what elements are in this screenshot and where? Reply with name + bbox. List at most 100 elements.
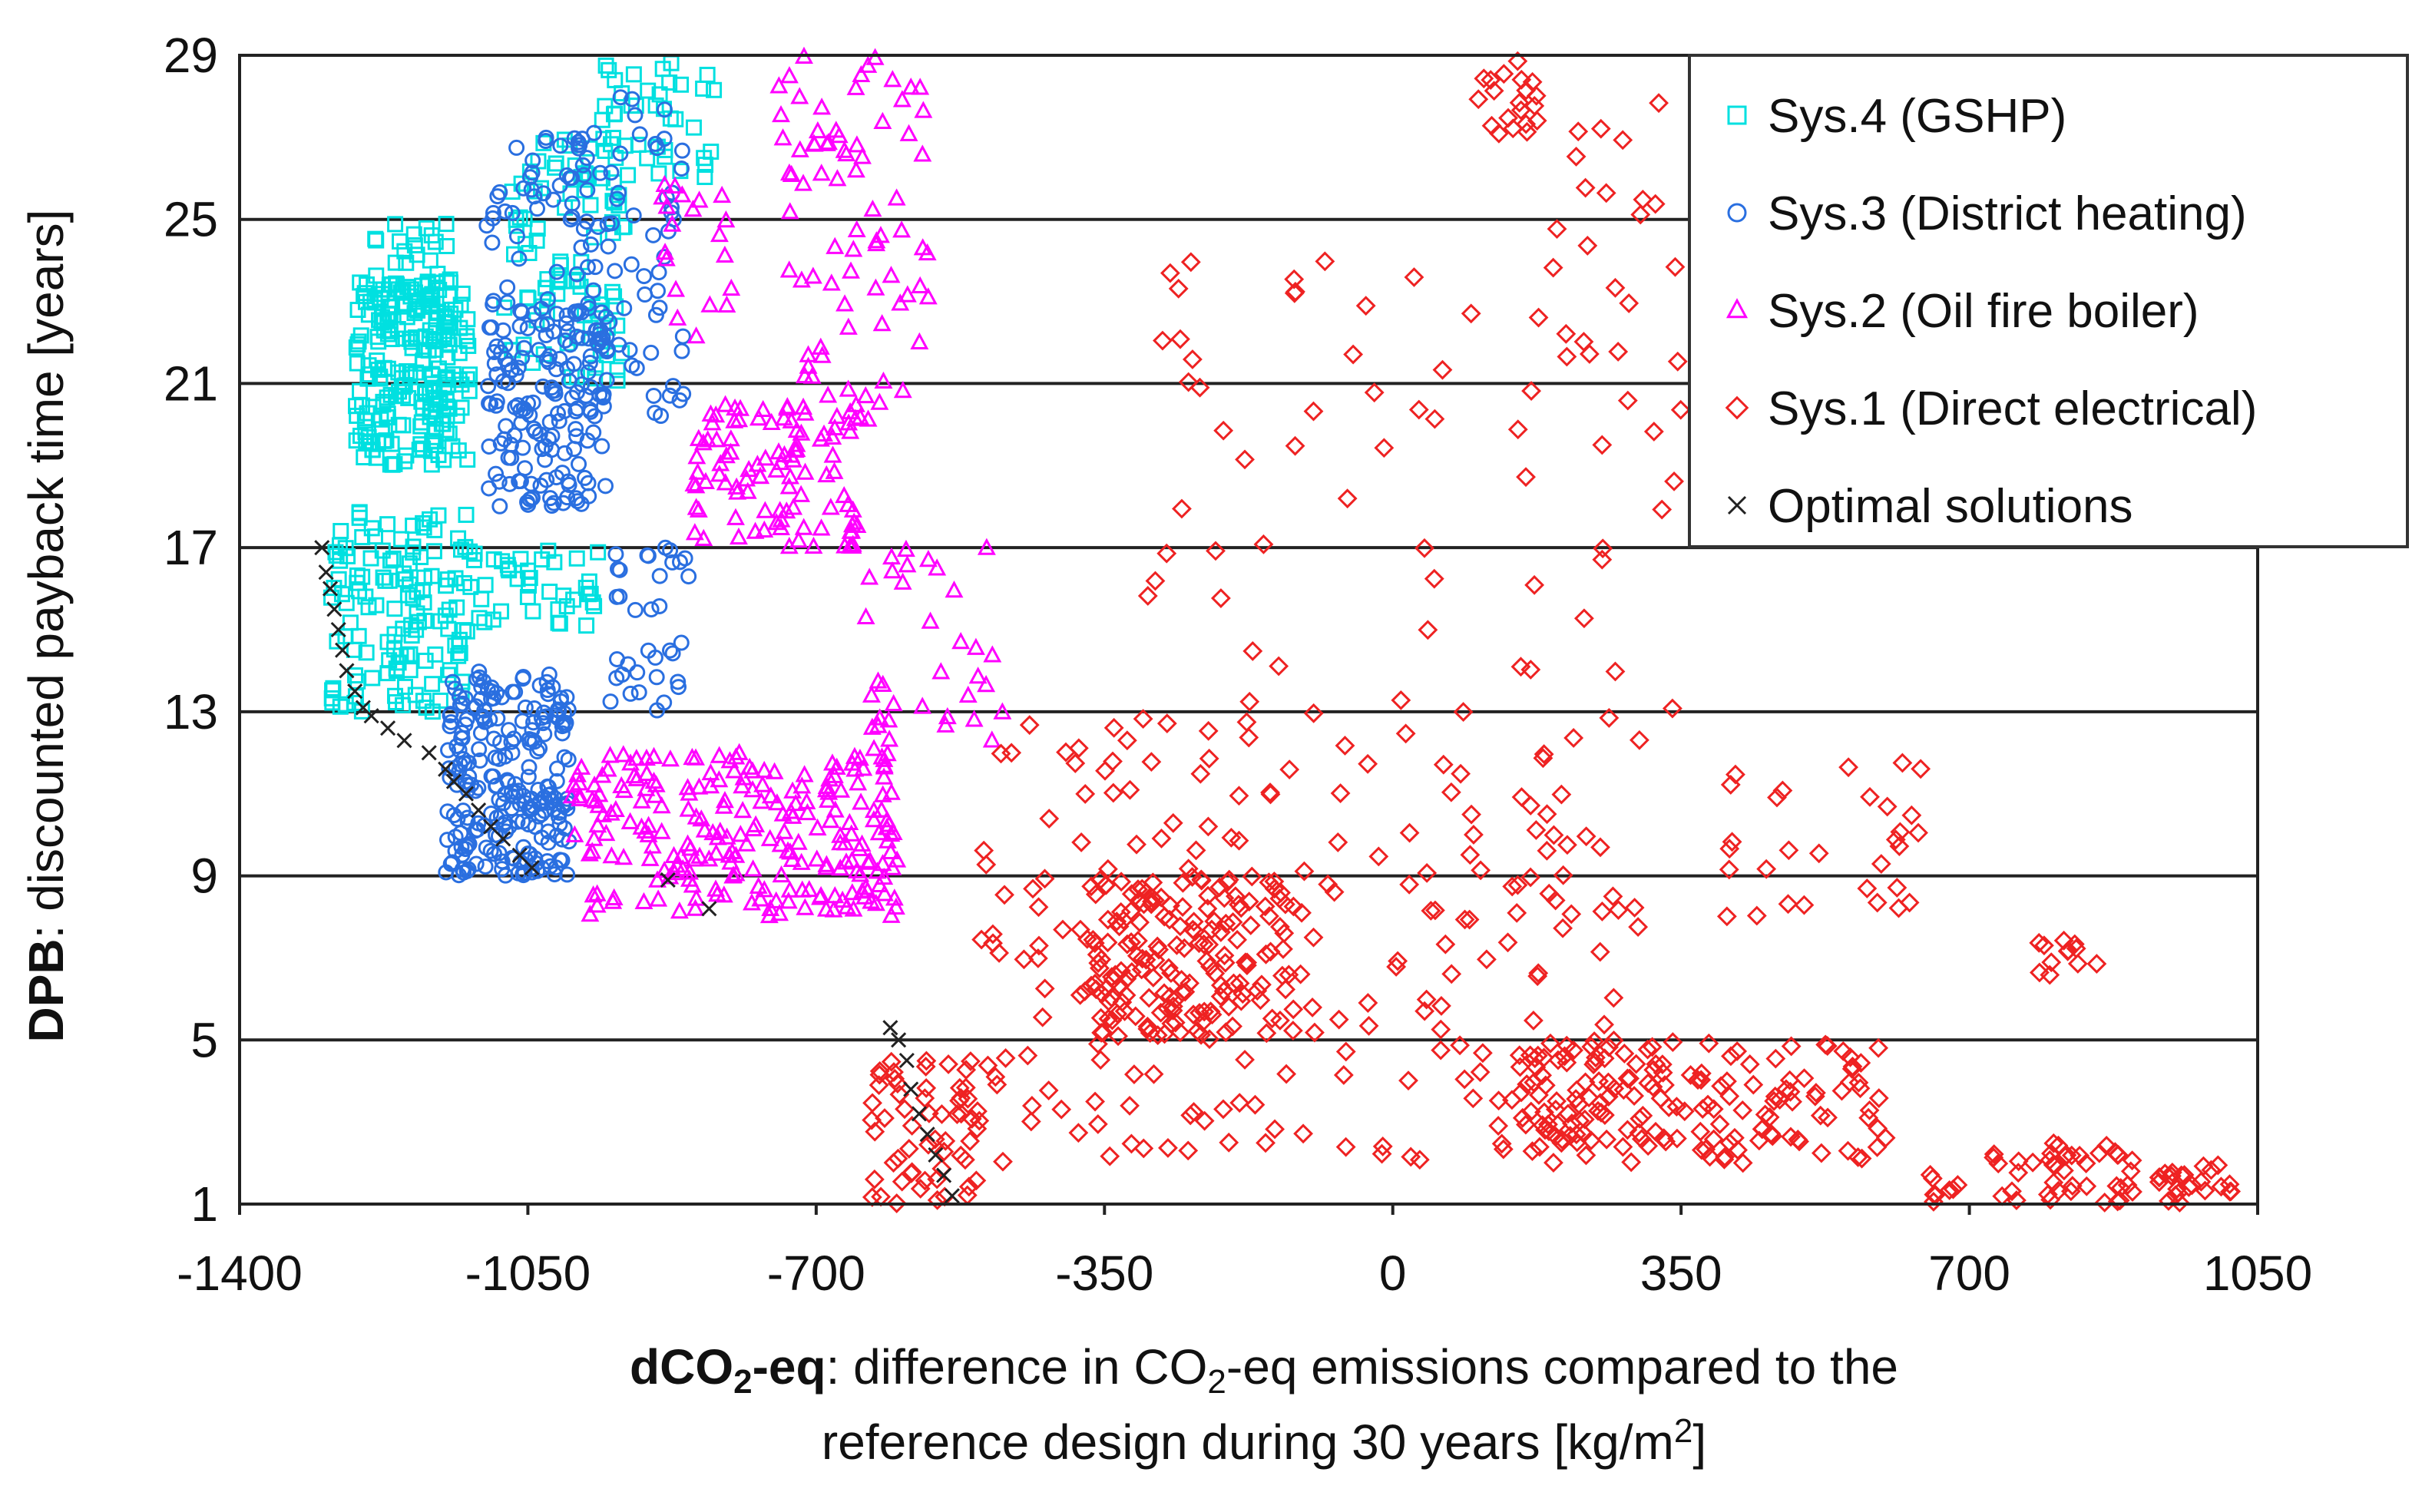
sys4-point xyxy=(582,197,599,213)
sys1-point xyxy=(1454,1069,1475,1090)
sys4-point xyxy=(448,599,465,616)
sys3-point xyxy=(526,188,543,205)
series-sys4 xyxy=(323,55,723,720)
sys1-point xyxy=(1527,1045,1548,1066)
sys3-point xyxy=(625,207,642,224)
sys1-point xyxy=(1545,890,1566,911)
sys1-point xyxy=(1603,886,1623,907)
sys2-point xyxy=(694,528,713,547)
sys2-point xyxy=(812,518,831,536)
plot-area-frame xyxy=(238,54,2259,1206)
sys2-point xyxy=(787,435,806,452)
sys3-point xyxy=(554,852,571,868)
sys1-point xyxy=(1605,661,1626,682)
x-axis-title-rest-sub: 2 xyxy=(1207,1363,1226,1401)
sys3-point xyxy=(574,329,591,346)
sys3-point xyxy=(643,344,660,361)
sys1-point xyxy=(1173,872,1193,893)
sys1-point xyxy=(1598,1072,1619,1093)
sys4-point xyxy=(405,518,422,534)
sys3-point xyxy=(598,372,615,389)
x-axis-title-bold-sub: 2 xyxy=(733,1363,752,1401)
sys1-point xyxy=(1638,1136,1659,1156)
sys1-point xyxy=(1085,974,1105,994)
sys1-point xyxy=(1229,830,1249,851)
sys4-point xyxy=(458,506,475,523)
sys1-point xyxy=(1680,1065,1701,1085)
sys2-point xyxy=(782,411,801,428)
sys1-point xyxy=(1547,1091,1567,1111)
sys1-point xyxy=(1183,912,1204,932)
sys1-point xyxy=(1720,774,1741,795)
sys1-point xyxy=(2109,1190,2130,1211)
sys4-point xyxy=(364,670,381,687)
sys1-point xyxy=(1652,1054,1673,1075)
sys2-point xyxy=(637,763,657,782)
x-tick-label: 350 xyxy=(1640,1246,1722,1301)
sys3-point xyxy=(551,350,568,367)
sys4-point xyxy=(460,337,477,354)
sys2-point xyxy=(866,278,885,296)
sys2-point xyxy=(794,518,813,535)
sys1-point xyxy=(2162,1162,2182,1183)
sys1-point xyxy=(1335,736,1355,756)
sys1-point xyxy=(1023,878,1043,899)
sys2-point xyxy=(667,280,686,297)
legend-item-sys2: Sys.2 (Oil fire boiler) xyxy=(1726,285,2199,338)
sys2-point xyxy=(690,190,709,208)
legend-label-sys3: Sys.3 (District heating) xyxy=(1768,187,2247,240)
y-axis-title-bold: DPB xyxy=(18,938,74,1042)
sys2-point xyxy=(755,520,774,538)
sys2-point xyxy=(835,536,855,554)
sys2-point xyxy=(653,187,672,205)
sys1-point xyxy=(1563,728,1584,748)
sys3-point xyxy=(459,809,476,826)
sys3-point xyxy=(665,378,682,395)
sys1-point xyxy=(1537,804,1557,825)
sys4-point xyxy=(476,614,493,630)
sys1-point xyxy=(1335,1136,1356,1157)
sys3-point xyxy=(524,394,541,411)
sys1-point xyxy=(916,1050,937,1071)
sys1-point xyxy=(1594,1014,1614,1035)
sys3-point xyxy=(558,167,575,184)
sys2-point xyxy=(656,243,675,260)
sys1-point xyxy=(1520,796,1541,816)
sys3-point xyxy=(574,376,591,393)
sys2-point xyxy=(902,77,921,95)
sys3-point xyxy=(541,348,558,365)
sys2-point xyxy=(570,773,589,791)
sys2-point xyxy=(748,455,767,472)
sys1-point xyxy=(1614,1044,1635,1064)
sys1-point xyxy=(1091,1022,1112,1043)
sys3-point xyxy=(624,91,640,108)
sys1-point xyxy=(1470,1062,1491,1083)
sys3-point xyxy=(545,495,562,511)
sys2-point xyxy=(832,780,851,798)
sys2-point xyxy=(843,500,862,518)
sys1-point xyxy=(1566,1089,1587,1110)
sys1-point xyxy=(1143,1064,1164,1084)
sys1-point xyxy=(1303,401,1324,422)
optimal-point xyxy=(936,1167,952,1183)
sys1-point xyxy=(1090,1050,1111,1070)
sys1-point xyxy=(1097,859,1118,879)
sys4-point xyxy=(360,357,377,374)
sys2-point xyxy=(738,481,757,499)
sys2-point xyxy=(778,396,797,415)
sys1-point xyxy=(1202,1004,1223,1025)
sys1-point xyxy=(1592,435,1613,455)
sys4-point xyxy=(432,613,449,630)
sys4-point xyxy=(387,254,404,271)
sys4-point xyxy=(390,281,407,298)
x-tick-label: -1050 xyxy=(465,1246,591,1301)
sys2-point xyxy=(717,827,736,845)
sys2-point xyxy=(773,128,792,146)
sys1-point xyxy=(1581,1037,1602,1057)
sys1-point xyxy=(1778,894,1798,915)
sys4-point xyxy=(387,216,404,233)
sys1-point xyxy=(1613,130,1633,151)
sys1-point xyxy=(1664,471,1684,491)
sys2-point xyxy=(844,899,863,917)
sys2-point xyxy=(928,558,947,576)
